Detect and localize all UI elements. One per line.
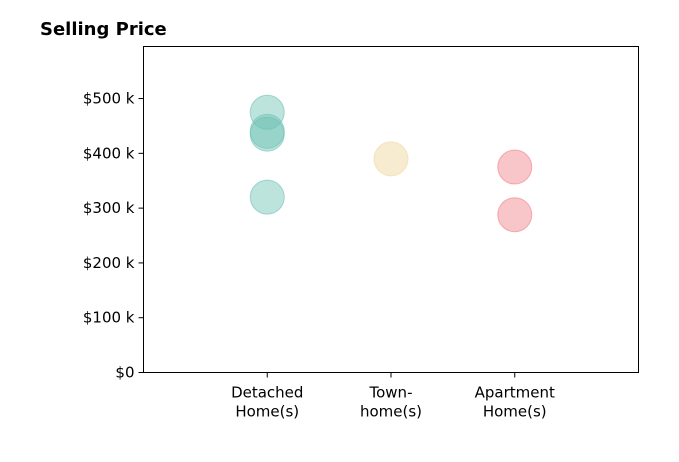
y-axis: $0 $100 k $200 k $300 k $400 k $500 k xyxy=(83,90,144,382)
data-point-3 xyxy=(249,179,285,215)
x-tick-label: Town-home(s) xyxy=(360,384,422,421)
data-point-0 xyxy=(249,94,285,130)
y-tick-label: $400 k xyxy=(83,144,135,162)
y-tick-label: $300 k xyxy=(83,199,135,217)
chart-title: Selling Price xyxy=(40,19,167,40)
x-axis: Detached Home(s) Town-home(s) Apartment Home… xyxy=(231,372,555,421)
y-tick-label: $100 k xyxy=(83,309,135,327)
x-tick-label: Detached Home(s) xyxy=(231,384,303,421)
data-point-6 xyxy=(497,197,533,233)
points-layer xyxy=(249,94,533,233)
data-point-2 xyxy=(249,116,285,152)
x-tick-label: Apartment Home(s) xyxy=(475,384,555,421)
y-tick-label: $0 xyxy=(115,364,134,382)
data-point-5 xyxy=(497,149,533,185)
plot-frame xyxy=(143,46,639,373)
data-point-4 xyxy=(373,141,409,177)
y-tick-label: $500 k xyxy=(83,90,135,108)
y-tick-label: $200 k xyxy=(83,254,135,272)
